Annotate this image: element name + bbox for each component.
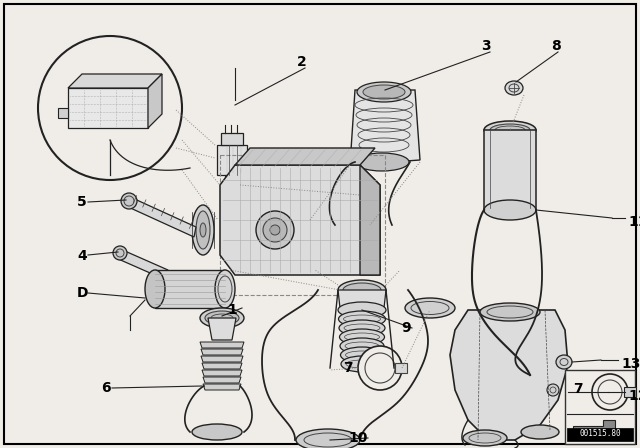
Polygon shape (225, 175, 241, 187)
Ellipse shape (363, 85, 405, 99)
Ellipse shape (480, 303, 540, 321)
Ellipse shape (270, 225, 280, 235)
Text: 6: 6 (101, 381, 111, 395)
Polygon shape (573, 420, 615, 438)
Ellipse shape (343, 283, 381, 297)
Ellipse shape (339, 329, 385, 345)
Ellipse shape (405, 298, 455, 318)
Text: 9: 9 (401, 321, 411, 335)
Polygon shape (203, 384, 241, 390)
Ellipse shape (263, 218, 287, 242)
Text: 12: 12 (628, 389, 640, 403)
Polygon shape (350, 90, 420, 165)
Bar (567, 428, 633, 441)
Polygon shape (148, 74, 162, 128)
Text: 2: 2 (297, 55, 307, 69)
Ellipse shape (340, 338, 384, 354)
Text: 10: 10 (348, 431, 368, 445)
Ellipse shape (547, 384, 559, 396)
Polygon shape (155, 270, 225, 308)
Text: 4: 4 (77, 249, 87, 263)
Ellipse shape (484, 200, 536, 220)
Polygon shape (221, 133, 243, 145)
Polygon shape (58, 108, 68, 118)
Ellipse shape (256, 211, 294, 249)
Circle shape (38, 36, 182, 180)
Polygon shape (217, 145, 247, 175)
Ellipse shape (200, 223, 206, 237)
Polygon shape (202, 370, 242, 376)
Polygon shape (484, 130, 536, 210)
Bar (220, 155, 385, 295)
Polygon shape (450, 310, 568, 440)
Ellipse shape (121, 193, 137, 209)
Ellipse shape (296, 429, 360, 448)
Ellipse shape (357, 82, 411, 102)
Polygon shape (203, 377, 241, 383)
Polygon shape (338, 290, 386, 308)
Text: 7: 7 (343, 361, 353, 375)
Text: 11: 11 (628, 215, 640, 229)
Ellipse shape (556, 355, 572, 369)
Ellipse shape (355, 153, 409, 171)
Polygon shape (202, 363, 242, 369)
Polygon shape (235, 148, 375, 165)
Ellipse shape (339, 311, 385, 327)
Ellipse shape (200, 308, 244, 328)
Text: D: D (76, 286, 88, 300)
Ellipse shape (145, 270, 165, 308)
Ellipse shape (192, 424, 242, 440)
Bar (624, 387, 636, 397)
Ellipse shape (340, 347, 383, 363)
Ellipse shape (484, 121, 536, 139)
Ellipse shape (205, 311, 239, 325)
Polygon shape (200, 342, 244, 348)
Ellipse shape (521, 425, 559, 439)
Polygon shape (201, 349, 243, 355)
Polygon shape (68, 74, 162, 88)
Polygon shape (116, 248, 168, 280)
Bar (565, 370, 635, 444)
Ellipse shape (339, 320, 385, 336)
Ellipse shape (215, 270, 235, 308)
Text: 5: 5 (77, 195, 87, 209)
Polygon shape (247, 150, 257, 165)
Ellipse shape (196, 211, 210, 249)
Polygon shape (360, 165, 380, 275)
Polygon shape (208, 318, 236, 340)
Ellipse shape (341, 356, 383, 372)
Circle shape (358, 346, 402, 390)
Text: 001515.80: 001515.80 (579, 430, 621, 439)
Text: 13: 13 (621, 357, 640, 371)
Ellipse shape (192, 205, 214, 255)
Text: 1: 1 (227, 303, 237, 317)
Polygon shape (68, 88, 148, 128)
Ellipse shape (113, 246, 127, 260)
Text: 7: 7 (573, 382, 582, 396)
Ellipse shape (338, 280, 386, 300)
Polygon shape (201, 356, 243, 362)
Ellipse shape (490, 124, 530, 136)
Text: 8: 8 (551, 39, 561, 53)
Ellipse shape (505, 81, 523, 95)
Bar (395, 363, 407, 373)
Ellipse shape (463, 430, 507, 446)
Polygon shape (220, 165, 380, 275)
Polygon shape (126, 196, 196, 237)
Text: 3: 3 (481, 39, 491, 53)
Ellipse shape (338, 302, 386, 318)
